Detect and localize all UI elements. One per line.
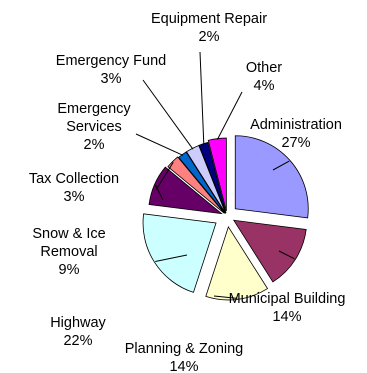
leader-line-snow-and-ice-removal [154,184,164,201]
slice-planning-and-zoning [205,225,269,301]
leader-line-emergency-fund [142,79,194,150]
label-tax-collection: Tax Collection 3% [29,171,119,205]
label-snow-and-ice-removal: Snow & Ice Removal 9% [32,226,105,278]
label-other: Other 4% [246,60,282,94]
label-highway: Highway 22% [50,315,106,349]
slice-municipal-building [232,219,307,283]
leader-line-tax-collection [155,161,174,191]
slice-snow-and-ice-removal [148,166,223,215]
leader-line-administration [272,160,290,171]
label-administration: Administration 27% [250,117,342,151]
label-emergency-fund: Emergency Fund 3% [56,53,166,87]
leader-line-emergency-services [135,133,184,156]
slice-other [207,137,227,212]
slice-tax-collection [167,156,225,214]
slice-labels: Administration 27% Municipal Building 14% Pl… [29,11,346,373]
leader-line-other [216,91,243,140]
leader-line-highway [155,254,188,263]
label-equipment-repair: Equipment Repair 2% [151,11,267,45]
leader-line-planning-and-zoning [213,295,238,299]
leader-lines [135,51,295,299]
label-planning-and-zoning: Planning & Zoning 14% [125,341,244,373]
slice-administration [234,135,309,219]
pie-slices [142,135,309,301]
leader-line-equipment-repair [199,51,205,145]
leader-line-municipal-building [278,250,295,260]
label-emergency-services: Emergency Services 2% [57,101,131,153]
slice-highway [142,213,217,293]
label-municipal-building: Municipal Building 14% [229,291,346,325]
